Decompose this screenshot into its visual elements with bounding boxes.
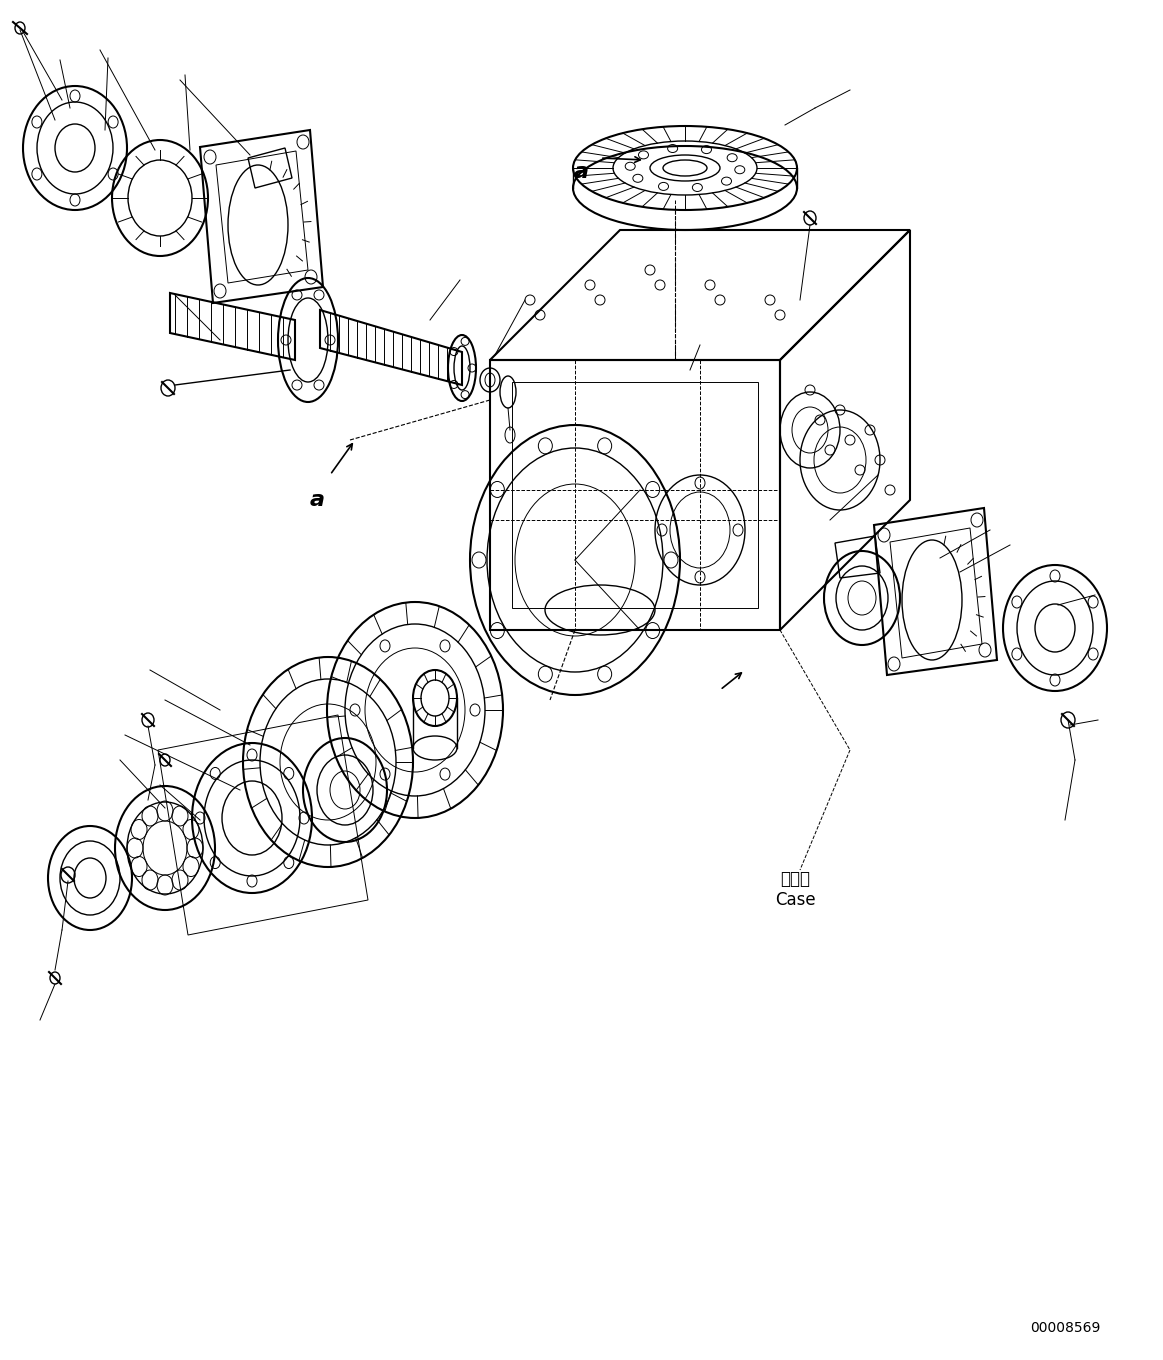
- Text: a: a: [311, 490, 324, 510]
- Text: 00008569: 00008569: [1029, 1321, 1100, 1336]
- Text: ケース
Case: ケース Case: [775, 870, 815, 908]
- Text: a: a: [575, 162, 588, 182]
